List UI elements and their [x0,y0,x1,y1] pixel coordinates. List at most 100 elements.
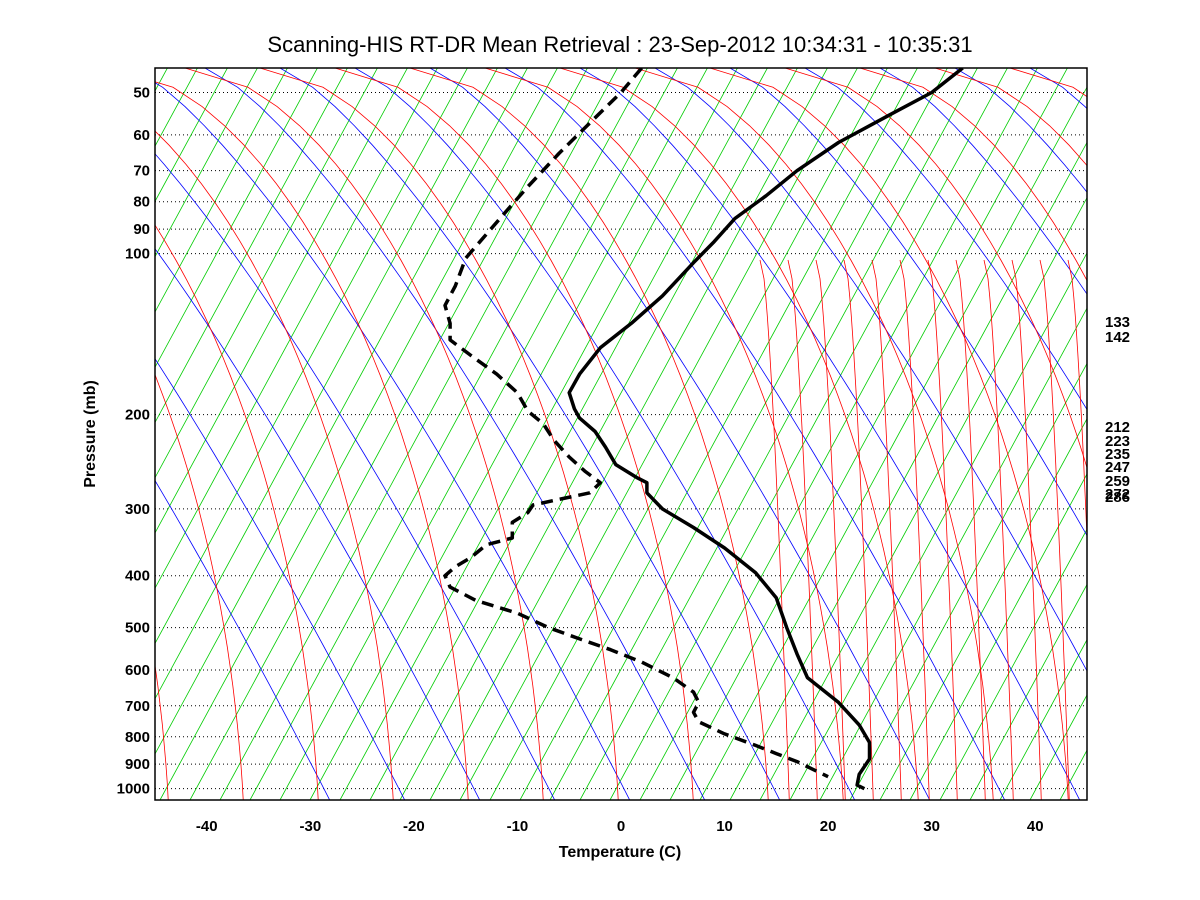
right-label: 247 [1105,459,1130,476]
y-axis-ticks: 50 60 70 80 90 100 200 300 400 500 600 700 800 900 100… [117,84,150,797]
isotherm-line [249,68,648,800]
dry-adiabat-line [155,153,556,800]
isotherm-line [759,196,1087,800]
chart-title: Scanning-HIS RT-DR Mean Retrieval : 23-S… [267,32,972,57]
isotherm-line [789,252,1087,800]
isotherm-line [429,68,828,800]
moist-adiabat-line [334,68,694,800]
x-tick-label: -20 [403,818,425,835]
y-tick-label: 600 [125,662,150,679]
isotherm-line [549,68,948,800]
isotherm-line [399,68,798,800]
dry-adiabat-line [155,479,331,800]
isotherm-line [999,638,1087,800]
isotherm-line [219,68,618,800]
moist-adiabat-line [983,259,1014,800]
isotherm-line [155,68,438,590]
isotherm-line [155,68,378,479]
x-tick-label: 20 [820,818,837,835]
dry-adiabat-line [804,68,1087,411]
moist-adiabat-line [155,224,319,800]
isotherm-line [909,473,1087,800]
y-tick-label: 1000 [117,781,150,798]
moist-adiabat-line [259,68,619,800]
right-label: 142 [1105,329,1130,346]
y-tick-label: 300 [125,501,150,518]
moist-adiabat-line [899,259,930,800]
y-tick-label: 900 [125,756,150,773]
right-label: 212 [1105,419,1130,436]
y-tick-label: 800 [125,729,150,746]
right-label: 272 [1105,486,1130,503]
moist-adiabat-line [1067,259,1087,548]
isotherm-line [155,68,258,258]
dry-adiabat-line [429,68,931,800]
moist-adiabat-line [927,259,958,800]
isotherm-line [519,68,918,800]
isotherm-line [155,68,288,313]
dry-adiabat-line [879,68,1087,295]
y-tick-label: 500 [125,620,150,637]
moist-adiabat-line [787,259,818,800]
dry-adiabat-line [579,68,1081,800]
dry-adiabat-line [729,68,1087,537]
x-tick-label: -30 [299,818,321,835]
y-tick-label: 90 [133,221,150,238]
isotherm-line [155,68,348,424]
dry-adiabat-line [279,68,781,800]
isotherm-line [849,362,1087,800]
isotherm-line [155,68,528,755]
dewpoint-series-line [443,68,829,779]
plot-frame [154,67,1088,801]
isotherm-line [459,68,858,800]
right-label: 286 [1105,489,1130,506]
moist-adiabat-line [155,130,394,800]
y-axis-label: Pressure (mb) [82,380,99,488]
right-label: 235 [1105,446,1130,463]
moist-adiabat-line [784,68,1087,470]
y-tick-label: 50 [133,84,150,101]
moist-adiabat-line [634,68,994,800]
y-tick-label: 80 [133,194,150,211]
right-label: 133 [1105,314,1130,331]
y-tick-label: 400 [125,568,150,585]
x-tick-label: 0 [617,818,625,835]
y-tick-label: 700 [125,698,150,715]
isotherm-line [879,417,1087,800]
isotherm-line [155,68,318,369]
y-tick-label: 200 [125,407,150,424]
right-label: 259 [1105,473,1130,490]
x-tick-label: 40 [1027,818,1044,835]
moist-adiabat-line [155,373,244,800]
temperature-series-line [567,68,964,791]
isotherm-line [279,68,678,800]
x-tick-label: 30 [923,818,940,835]
moist-adiabat-line [955,259,986,800]
isotherm-line [155,68,228,203]
x-axis-label: Temperature (C) [559,844,681,861]
dry-adiabat-line [204,68,706,800]
isotherm-line [609,68,1008,800]
background-lines [155,68,1087,800]
isotherm-line [155,68,468,645]
dry-adiabat-line [354,68,856,800]
dry-adiabat-line [155,82,631,800]
moist-adiabat-line [484,68,844,800]
dry-adiabat-line [654,68,1087,672]
x-axis-ticks: -40 -30 -20 -10 0 10 20 30 40 [196,818,1044,835]
isotherm-line [159,68,558,800]
dry-adiabat-line [155,248,481,800]
isotherm-line [819,307,1087,800]
isotherm-line [155,68,408,534]
moist-adiabat-line [559,68,919,800]
isotherm-line [155,68,498,700]
isotherm-line [489,68,888,800]
isotherm-line [639,68,1038,800]
y-tick-label: 70 [133,163,150,180]
isotherm-line [339,68,738,800]
moist-adiabat-line [184,68,544,800]
dry-adiabat-line [155,358,406,800]
moist-adiabat-line [709,68,1069,800]
moist-adiabat-line [1011,259,1042,800]
